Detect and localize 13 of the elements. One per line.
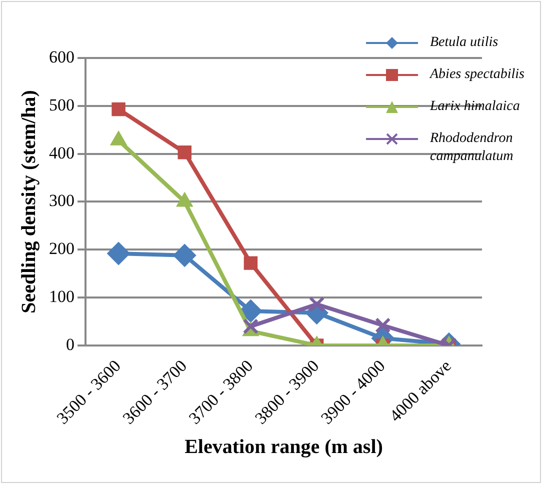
y-tick-label: 600 [49,47,74,66]
x-axis-title: Elevation range (m asl) [184,436,383,458]
legend-label: Abies spectabilis [430,66,526,84]
y-tick-label: 100 [49,287,74,306]
legend-label: Larix himalaica [430,98,521,116]
y-tick-label: 400 [49,143,74,162]
y-tick-label: 300 [49,191,74,210]
y-tick-label: 500 [49,95,74,114]
legend-label: Betula utilis [430,34,500,52]
y-tick-label: 0 [66,334,74,354]
y-axis-title: Seedling density (stem/ha) [18,90,40,314]
y-tick-label: 200 [49,239,74,258]
legend-label: Rhododendron campanulatum [430,130,514,166]
